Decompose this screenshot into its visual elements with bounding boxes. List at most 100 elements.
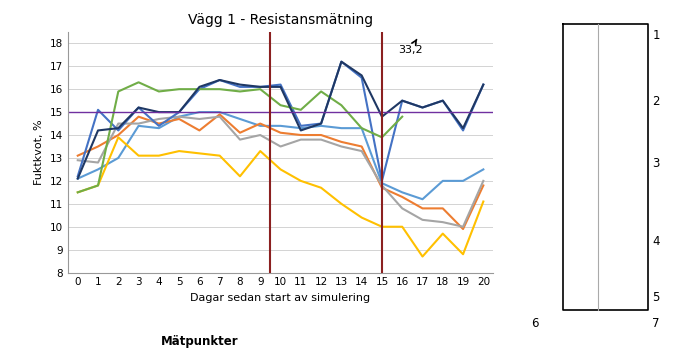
Legend: 1, 2, 3, 4, 5, 6, 7: 1, 2, 3, 4, 5, 6, 7	[65, 331, 334, 354]
1	[297, 126, 305, 130]
7	[398, 98, 406, 103]
7	[74, 176, 82, 181]
7	[378, 115, 386, 119]
1	[439, 179, 447, 183]
2	[216, 112, 224, 116]
5	[337, 59, 345, 64]
4	[216, 154, 224, 158]
1	[418, 197, 427, 201]
Line: 6: 6	[78, 82, 402, 192]
7	[94, 128, 102, 132]
6	[94, 183, 102, 188]
1	[459, 179, 467, 183]
1	[317, 124, 325, 128]
Text: 33,2: 33,2	[398, 40, 422, 55]
2	[398, 195, 406, 199]
4	[175, 149, 183, 153]
1	[94, 167, 102, 172]
3	[155, 117, 163, 121]
7	[216, 78, 224, 82]
1	[358, 126, 366, 130]
7	[297, 128, 305, 132]
3	[135, 121, 143, 126]
2	[236, 131, 244, 135]
4	[418, 255, 427, 259]
4	[155, 154, 163, 158]
X-axis label: Dagar sedan start av simulering: Dagar sedan start av simulering	[191, 293, 370, 303]
3	[74, 158, 82, 162]
2	[135, 115, 143, 119]
3	[175, 115, 183, 119]
6	[276, 103, 285, 107]
7	[236, 82, 244, 87]
Line: 4: 4	[78, 137, 483, 257]
7	[317, 121, 325, 126]
2	[418, 206, 427, 211]
3	[195, 117, 203, 121]
2	[358, 144, 366, 149]
5	[378, 179, 386, 183]
Text: 1: 1	[652, 29, 660, 41]
2	[378, 185, 386, 190]
Text: 5: 5	[652, 291, 660, 304]
5	[114, 128, 122, 132]
7	[195, 85, 203, 89]
7	[358, 73, 366, 78]
1	[114, 156, 122, 160]
5	[459, 128, 467, 132]
6	[337, 103, 345, 107]
7	[479, 82, 487, 87]
5	[479, 82, 487, 87]
3	[479, 179, 487, 183]
7	[459, 126, 467, 130]
7	[175, 110, 183, 114]
6	[195, 87, 203, 91]
1	[135, 124, 143, 128]
6	[317, 89, 325, 93]
4	[236, 174, 244, 178]
4	[439, 232, 447, 236]
4	[358, 216, 366, 220]
Text: 4: 4	[652, 235, 660, 249]
2	[175, 117, 183, 121]
1	[337, 126, 345, 130]
5	[256, 85, 264, 89]
4	[114, 135, 122, 139]
6	[236, 89, 244, 93]
3	[256, 133, 264, 137]
2	[439, 206, 447, 211]
7	[256, 85, 264, 89]
1	[216, 110, 224, 114]
3	[94, 160, 102, 165]
Line: 1: 1	[78, 112, 483, 199]
7	[114, 126, 122, 130]
3	[459, 224, 467, 229]
2	[479, 183, 487, 188]
Title: Vägg 1 - Resistansmätning: Vägg 1 - Resistansmätning	[188, 12, 373, 27]
5	[358, 76, 366, 80]
7	[135, 105, 143, 110]
6	[216, 87, 224, 91]
5	[155, 124, 163, 128]
2	[276, 131, 285, 135]
3	[297, 137, 305, 142]
2	[297, 133, 305, 137]
2	[74, 154, 82, 158]
3	[216, 115, 224, 119]
1	[155, 126, 163, 130]
3	[337, 144, 345, 149]
4	[297, 179, 305, 183]
2	[256, 121, 264, 126]
3	[398, 206, 406, 211]
7	[418, 105, 427, 110]
4	[74, 190, 82, 194]
5	[195, 87, 203, 91]
Line: 7: 7	[78, 62, 483, 178]
4	[317, 185, 325, 190]
2	[114, 133, 122, 137]
Line: 3: 3	[78, 117, 483, 227]
7	[155, 110, 163, 114]
1	[398, 190, 406, 194]
3	[358, 149, 366, 153]
7	[439, 98, 447, 103]
